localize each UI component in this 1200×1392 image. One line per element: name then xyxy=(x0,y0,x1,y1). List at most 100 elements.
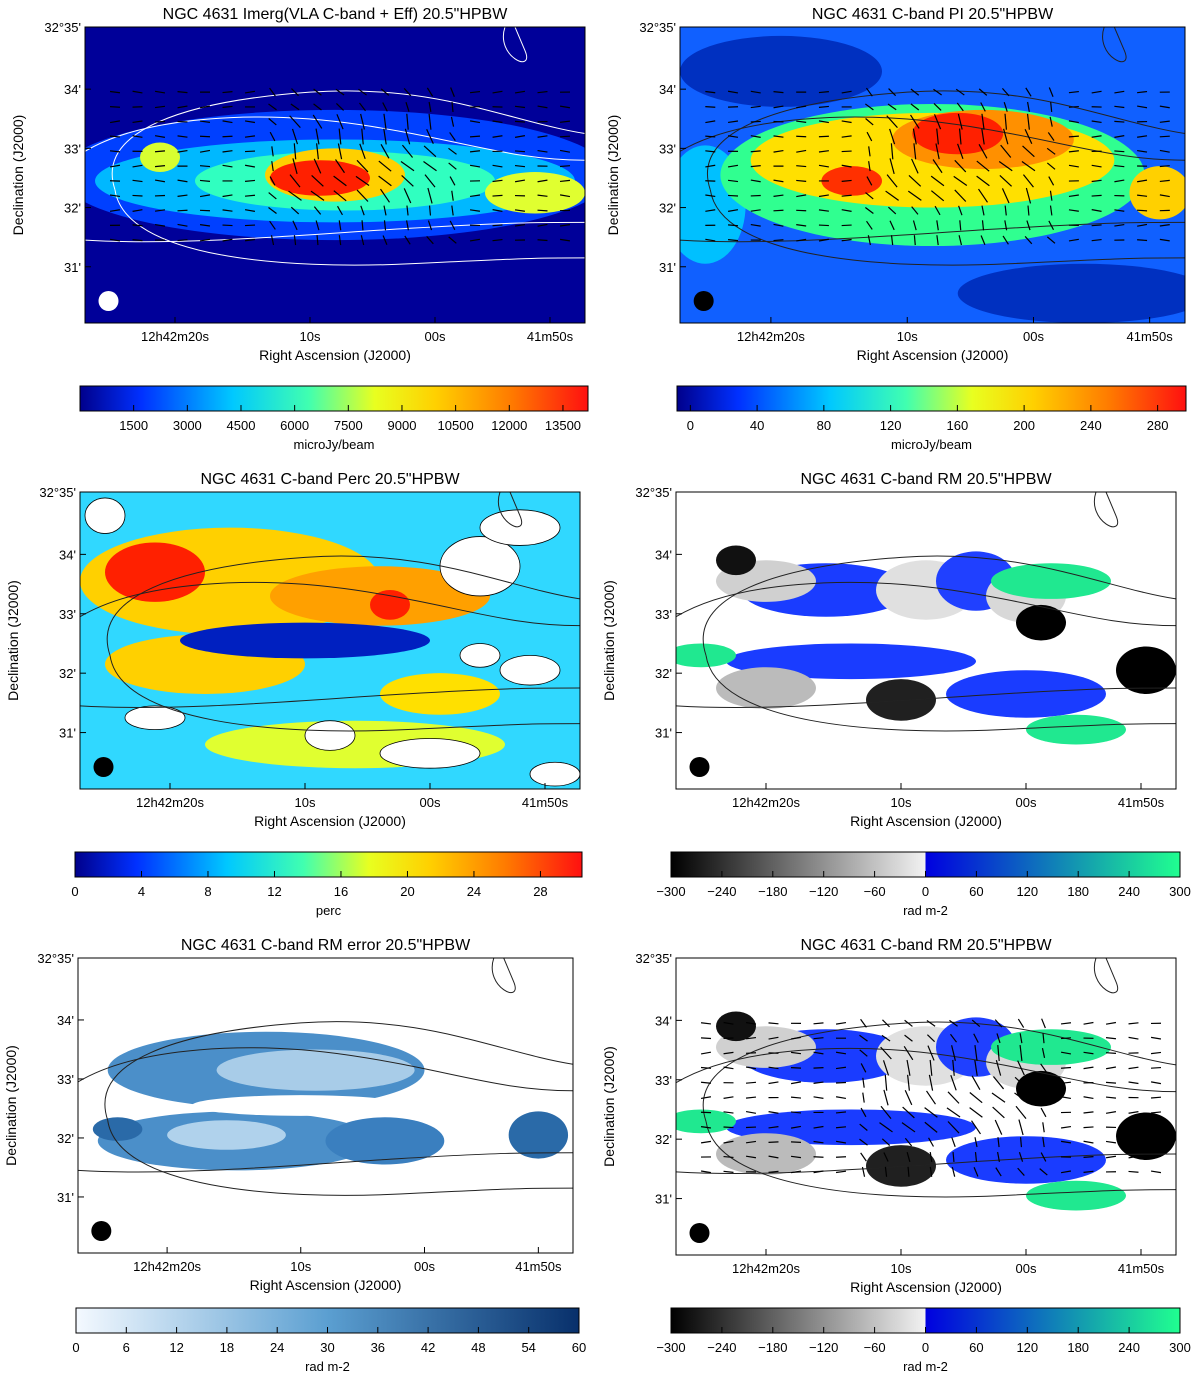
polarization-vector xyxy=(1091,224,1102,227)
polarization-vector xyxy=(1047,132,1055,141)
polarization-vector xyxy=(889,158,895,175)
colorbar-tick-label: 28 xyxy=(533,884,547,899)
polarization-vector xyxy=(959,220,962,231)
polarization-vector xyxy=(768,1066,779,1070)
x-tick-label: 12h42m20s xyxy=(737,329,805,344)
polarization-vector xyxy=(559,135,571,138)
polarization-vector xyxy=(1150,1036,1162,1040)
colorbar-tick-label: −60 xyxy=(864,1340,886,1355)
polarization-vector xyxy=(796,194,807,198)
y-tick-label: 31' xyxy=(64,260,81,275)
polarization-vector xyxy=(222,194,233,198)
colorbar-tick-label: 48 xyxy=(471,1340,485,1355)
polarization-vector xyxy=(1025,87,1032,97)
polarization-vector xyxy=(906,1152,911,1162)
polarization-vector xyxy=(1022,145,1035,158)
polarization-vector xyxy=(974,1137,978,1148)
polarization-vector xyxy=(355,175,370,187)
polarization-vector xyxy=(1068,194,1079,198)
contour-line xyxy=(80,581,580,627)
polarization-vector xyxy=(1060,1081,1072,1084)
polarization-vector xyxy=(154,223,166,227)
polarization-vector xyxy=(271,146,274,157)
polarization-vector xyxy=(1026,220,1031,231)
polarization-vector xyxy=(927,1045,935,1061)
colorbar-tick-label: 240 xyxy=(1118,884,1140,899)
colorbar-tick-label: 20 xyxy=(400,884,414,899)
polarization-vector xyxy=(727,120,739,124)
polarization-vector xyxy=(835,1021,847,1025)
polarization-vector xyxy=(705,106,716,108)
polarization-vector xyxy=(1014,1076,1028,1089)
polarization-vector xyxy=(1150,1051,1162,1055)
polarization-vector xyxy=(951,1045,956,1061)
polarization-vector xyxy=(315,220,320,231)
colorbar-tick-label: 40 xyxy=(750,418,764,433)
contour-line xyxy=(502,27,528,62)
polarization-vector xyxy=(999,175,1013,187)
polarization-vector xyxy=(796,105,807,109)
polarization-vector xyxy=(1068,238,1079,242)
colorbar-3: 0 4 8 12 16 20 24 28 perc xyxy=(71,851,583,918)
colorbar-tick-label: 13500 xyxy=(545,418,581,433)
y-tick-label: 33' xyxy=(57,1072,74,1087)
polarization-vector xyxy=(1024,128,1033,145)
polarization-vector xyxy=(269,87,276,97)
polarization-vector xyxy=(1060,1125,1072,1129)
polarization-vector xyxy=(356,159,369,173)
polarization-vector xyxy=(974,1045,978,1062)
polarization-vector xyxy=(790,1051,802,1055)
polarization-vector xyxy=(199,149,211,153)
polarization-vector xyxy=(700,1066,712,1069)
polarization-vector xyxy=(403,188,412,204)
polarization-vector xyxy=(835,1170,847,1174)
polarization-vector xyxy=(773,91,784,94)
polarization-vector xyxy=(177,223,188,227)
x-tick-label: 41m50s xyxy=(1118,1261,1165,1276)
emission-region xyxy=(716,545,756,576)
polarization-vector xyxy=(1068,164,1079,168)
polarization-vector xyxy=(537,239,548,242)
polarization-vector xyxy=(790,1155,802,1159)
polarization-vector xyxy=(1068,150,1079,153)
emission-region xyxy=(370,590,410,620)
polarization-vector xyxy=(1049,205,1053,216)
colorbar-positive xyxy=(925,852,1180,877)
polarization-vector xyxy=(1060,1051,1072,1055)
contour-line xyxy=(111,90,585,190)
colorbar-tick-label: 7500 xyxy=(334,418,363,433)
polarization-vector xyxy=(868,146,871,157)
polarization-vector xyxy=(1048,220,1055,231)
beam-marker xyxy=(93,757,114,777)
colorbar-tick-label: 120 xyxy=(1016,1340,1038,1355)
polarization-vector xyxy=(773,179,784,183)
polarization-vector xyxy=(360,235,365,246)
polarization-vector xyxy=(1004,220,1008,231)
polarization-vector xyxy=(406,113,409,130)
beam-marker xyxy=(91,1221,112,1241)
polarization-vector xyxy=(1128,1081,1139,1085)
polarization-vector xyxy=(971,1019,981,1028)
emission-region xyxy=(821,166,882,196)
masked-region xyxy=(499,654,561,686)
polarization-vector xyxy=(244,194,256,197)
polarization-vector xyxy=(981,220,985,231)
polarization-vector xyxy=(288,190,302,201)
polarization-vector xyxy=(911,206,919,215)
polarization-vector xyxy=(835,1111,847,1114)
masked-region xyxy=(379,738,481,769)
polarization-vector xyxy=(404,235,411,245)
polarization-vector xyxy=(1137,149,1148,153)
polarization-vector xyxy=(1114,209,1125,212)
polarization-vector xyxy=(971,1075,981,1091)
polarization-vector xyxy=(745,1081,757,1084)
emission-region xyxy=(1026,1180,1126,1211)
colorbar-tick-label: 120 xyxy=(1016,884,1038,899)
colorbar-tick-label: 160 xyxy=(947,418,969,433)
polarization-vector xyxy=(949,1019,958,1027)
contour-line xyxy=(1093,958,1119,994)
colorbar-tick-label: −240 xyxy=(707,1340,736,1355)
y-tick-label: 31' xyxy=(59,726,76,741)
polarization-vector xyxy=(950,1033,957,1043)
polarization-vector xyxy=(1083,1066,1094,1070)
